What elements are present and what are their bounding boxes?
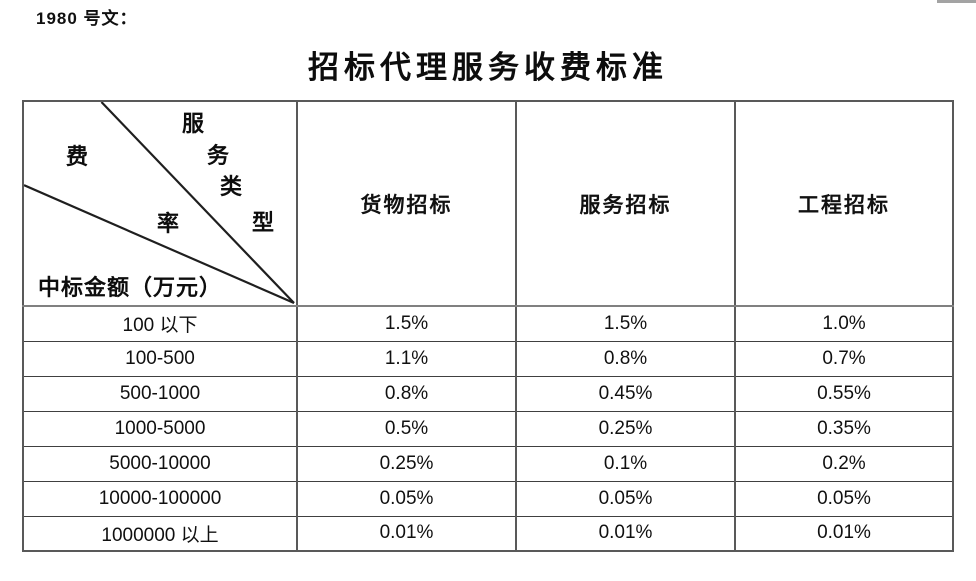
column-header-works: 工程招标 xyxy=(734,100,954,307)
column-header-goods: 货物招标 xyxy=(296,100,517,307)
rate-cell: 0.01% xyxy=(515,515,736,552)
rate-cell: 0.2% xyxy=(734,445,954,482)
rate-cell: 1.1% xyxy=(296,340,517,377)
range-cell: 1000000 以上 xyxy=(22,515,298,552)
rate-cell: 0.05% xyxy=(734,480,954,517)
rate-cell: 0.05% xyxy=(515,480,736,517)
rate-cell: 0.35% xyxy=(734,410,954,447)
rate-cell: 0.25% xyxy=(515,410,736,447)
rate-cell: 1.0% xyxy=(734,305,954,342)
table-row: 100 以下 1.5% 1.5% 1.0% xyxy=(22,305,954,342)
service-type-label-char: 服 xyxy=(182,111,205,136)
table-row: 5000-10000 0.25% 0.1% 0.2% xyxy=(22,445,954,482)
bid-amount-label: 中标金额（万元） xyxy=(38,275,223,300)
range-cell: 100 以下 xyxy=(22,305,298,342)
scan-edge-artifact xyxy=(937,0,976,3)
page-title: 招标代理服务收费标准 xyxy=(308,50,668,85)
table-row: 1000000 以上 0.01% 0.01% 0.01% xyxy=(22,515,954,552)
column-header-services: 服务招标 xyxy=(515,100,736,307)
rate-cell: 0.25% xyxy=(296,445,517,482)
rate-cell: 0.05% xyxy=(296,480,517,517)
rate-cell: 0.45% xyxy=(515,375,736,412)
corner-header-cell: 服 务 类 型 费 率 中标金额（万元） xyxy=(22,100,298,307)
range-cell: 500-1000 xyxy=(22,375,298,412)
table-header-row: 服 务 类 型 费 率 中标金额（万元） 货物招标 服务招标 工程招标 xyxy=(22,100,954,307)
table-row: 500-1000 0.8% 0.45% 0.55% xyxy=(22,375,954,412)
rate-cell: 0.1% xyxy=(515,445,736,482)
rate-cell: 1.5% xyxy=(515,305,736,342)
service-type-label-char: 型 xyxy=(252,210,275,235)
table-row: 10000-100000 0.05% 0.05% 0.05% xyxy=(22,480,954,517)
fee-standard-table: 服 务 类 型 费 率 中标金额（万元） 货物招标 服务招标 工程招标 100 … xyxy=(22,100,954,552)
range-cell: 5000-10000 xyxy=(22,445,298,482)
doc-number: 1980 号文： xyxy=(36,9,138,28)
rate-cell: 0.55% xyxy=(734,375,954,412)
range-cell: 100-500 xyxy=(22,340,298,377)
fee-rate-label-char: 费 xyxy=(66,144,89,169)
rate-cell: 0.01% xyxy=(734,515,954,552)
rate-cell: 0.7% xyxy=(734,340,954,377)
fee-rate-label-char: 率 xyxy=(157,211,180,236)
table-row: 100-500 1.1% 0.8% 0.7% xyxy=(22,340,954,377)
rate-cell: 1.5% xyxy=(296,305,517,342)
rate-cell: 0.01% xyxy=(296,515,517,552)
service-type-label-char: 务 xyxy=(207,143,230,168)
table-row: 1000-5000 0.5% 0.25% 0.35% xyxy=(22,410,954,447)
range-cell: 1000-5000 xyxy=(22,410,298,447)
diagonal-divider-lines xyxy=(25,103,295,304)
range-cell: 10000-100000 xyxy=(22,480,298,517)
rate-cell: 0.8% xyxy=(296,375,517,412)
service-type-label-char: 类 xyxy=(220,174,243,199)
rate-cell: 0.8% xyxy=(515,340,736,377)
rate-cell: 0.5% xyxy=(296,410,517,447)
